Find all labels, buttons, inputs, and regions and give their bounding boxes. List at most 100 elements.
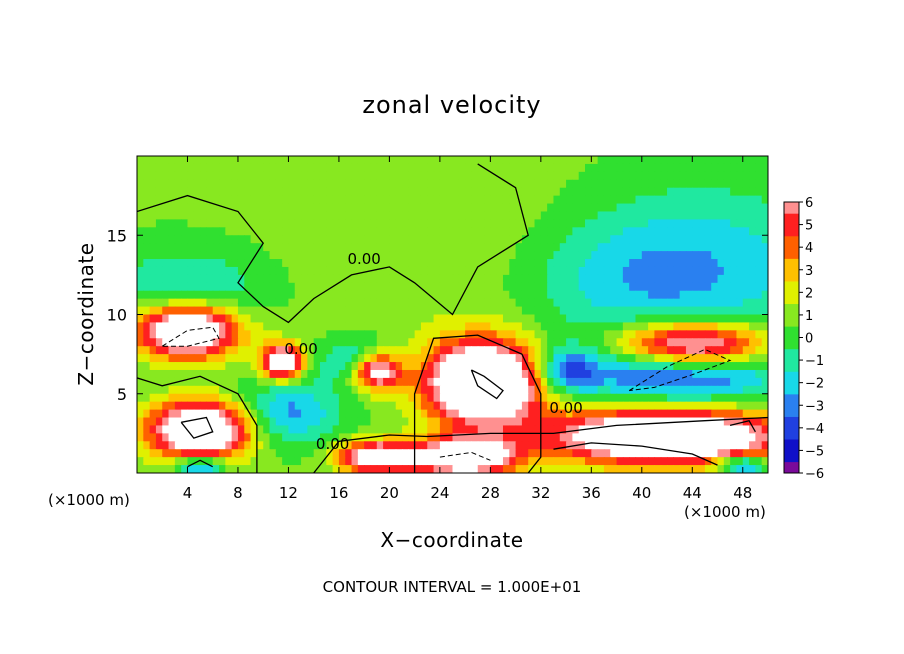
heatmap-cell — [364, 298, 372, 308]
heatmap-cell — [326, 195, 334, 205]
heatmap-cell — [553, 219, 561, 228]
heatmap-cell — [269, 369, 277, 379]
heatmap-cell — [572, 187, 580, 197]
heatmap-cell — [679, 457, 687, 466]
heatmap-cell — [578, 306, 586, 316]
heatmap-cell — [711, 457, 719, 466]
heatmap-cell — [692, 306, 700, 316]
heatmap-cell — [572, 266, 580, 276]
heatmap-cell — [654, 195, 662, 205]
heatmap-cell — [237, 369, 245, 379]
heatmap-cell — [143, 417, 151, 427]
heatmap-cell — [641, 290, 649, 300]
heatmap-cell — [547, 457, 555, 466]
heatmap-cell — [591, 354, 599, 363]
heatmap-cell — [193, 306, 201, 316]
heatmap-cell — [376, 171, 384, 181]
heatmap-cell — [742, 298, 750, 308]
heatmap-cell — [345, 274, 353, 284]
heatmap-cell — [730, 274, 738, 284]
colorbar-swatch — [784, 348, 799, 372]
heatmap-cell — [193, 330, 201, 339]
heatmap-cell — [515, 330, 523, 339]
heatmap-cell — [149, 354, 157, 363]
heatmap-cell — [370, 449, 378, 458]
heatmap-cell — [704, 417, 712, 427]
heatmap-cell — [603, 243, 611, 252]
heatmap-cell — [364, 354, 372, 363]
heatmap-cell — [673, 290, 681, 300]
heatmap-cell — [509, 425, 517, 434]
heatmap-cell — [200, 235, 208, 244]
heatmap-cell — [585, 425, 592, 434]
heatmap-cell — [376, 338, 384, 347]
heatmap-cell — [490, 457, 498, 466]
heatmap-cell — [187, 409, 195, 419]
heatmap-cell — [250, 465, 258, 473]
heatmap-cell — [263, 362, 271, 371]
heatmap-cell — [603, 409, 611, 419]
heatmap-cell — [149, 266, 157, 276]
heatmap-cell — [648, 163, 656, 173]
heatmap-cell — [509, 377, 517, 387]
heatmap-cell — [528, 393, 536, 403]
heatmap-cell — [490, 195, 498, 205]
heatmap-cell — [629, 259, 637, 268]
heatmap-cell — [269, 203, 277, 213]
heatmap-cell — [395, 235, 403, 244]
heatmap-cell — [351, 409, 359, 419]
heatmap-cell — [250, 179, 258, 189]
heatmap-cell — [168, 171, 176, 181]
heatmap-cell — [484, 290, 491, 300]
heatmap-cell — [717, 385, 725, 395]
heatmap-cell — [685, 306, 693, 316]
heatmap-cell — [730, 314, 738, 324]
heatmap-cell — [452, 171, 460, 181]
heatmap-cell — [219, 259, 226, 268]
heatmap-cell — [484, 251, 491, 260]
heatmap-cell — [578, 417, 586, 427]
heatmap-cell — [534, 465, 542, 473]
heatmap-cell — [383, 290, 390, 300]
heatmap-cell — [534, 369, 542, 379]
heatmap-cell — [408, 156, 416, 165]
heatmap-cell — [553, 156, 561, 165]
heatmap-cell — [534, 219, 542, 228]
heatmap-cell — [307, 163, 315, 173]
heatmap-cell — [528, 156, 536, 165]
heatmap-cell — [616, 274, 624, 284]
heatmap-cell — [219, 401, 226, 411]
heatmap-cell — [345, 338, 353, 347]
heatmap-cell — [162, 338, 170, 347]
heatmap-cell — [730, 156, 738, 165]
heatmap-cell — [174, 203, 182, 213]
heatmap-cell — [490, 393, 498, 403]
heatmap-cell — [301, 330, 308, 339]
heatmap-cell — [736, 338, 744, 347]
heatmap-cell — [181, 457, 189, 466]
heatmap-cell — [622, 259, 630, 268]
heatmap-cell — [761, 369, 768, 379]
heatmap-cell — [496, 401, 504, 411]
heatmap-cell — [313, 338, 321, 347]
heatmap-cell — [256, 211, 264, 220]
heatmap-cell — [761, 227, 768, 236]
heatmap-cell — [307, 425, 315, 434]
heatmap-cell — [351, 227, 359, 236]
heatmap-cell — [237, 259, 245, 268]
heatmap-cell — [446, 433, 454, 442]
heatmap-cell — [641, 457, 649, 466]
heatmap-cell — [509, 290, 517, 300]
heatmap-cell — [616, 156, 624, 165]
heatmap-cell — [282, 290, 290, 300]
heatmap-cell — [755, 156, 763, 165]
heatmap-cell — [635, 187, 643, 197]
heatmap-cell — [168, 377, 176, 387]
heatmap-cell — [490, 362, 498, 371]
heatmap-cell — [408, 306, 416, 316]
heatmap-cell — [578, 259, 586, 268]
heatmap-cell — [288, 393, 296, 403]
heatmap-cell — [515, 457, 523, 466]
heatmap-cell — [206, 306, 214, 316]
heatmap-cell — [635, 354, 643, 363]
